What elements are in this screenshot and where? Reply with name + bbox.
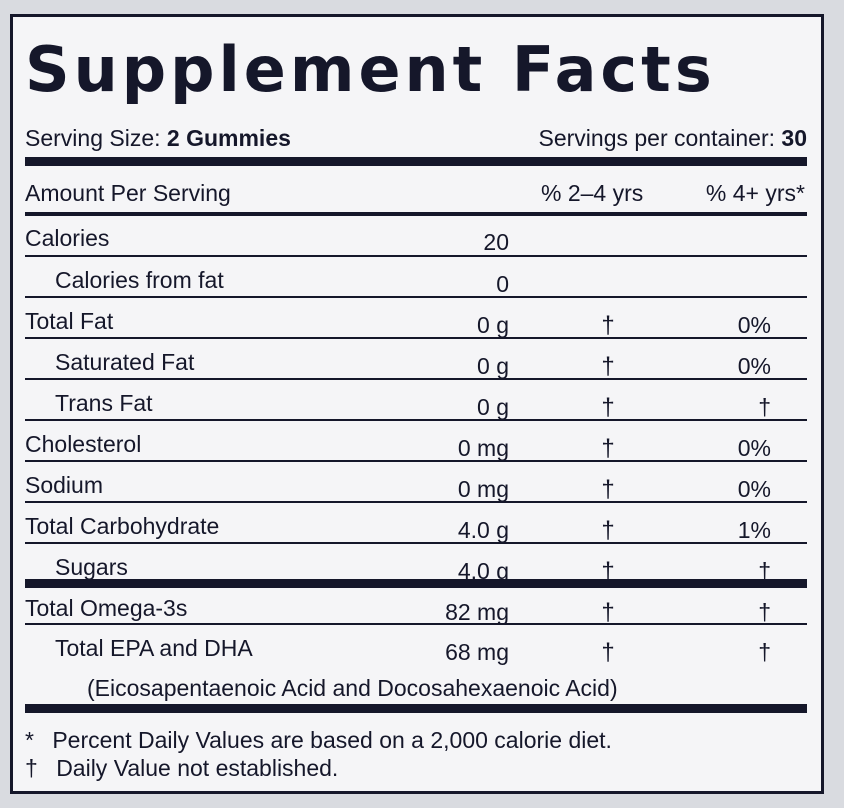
row-divider [25, 419, 807, 421]
dv-4-plus-yrs: 0% [737, 353, 771, 379]
panel-inner: Supplement Facts Serving Size: 2 Gummies… [25, 17, 807, 791]
dv-4-plus-yrs: † [758, 599, 771, 625]
nutrient-amount: 20 [483, 229, 509, 255]
dv-4-plus-yrs: † [758, 639, 771, 665]
dv-4-plus-yrs: 0% [737, 476, 771, 502]
nutrient-name: Sodium [25, 472, 103, 498]
dv-2-4-yrs: † [601, 435, 615, 462]
row-divider [25, 542, 807, 544]
footnote-star-symbol: * [25, 727, 34, 753]
nutrient-row-total-fat: Total Fat 0 g † 0% [25, 298, 807, 339]
nutrient-row-total-carbohydrate: Total Carbohydrate 4.0 g † 1% [25, 503, 807, 544]
serving-size-value: 2 Gummies [166, 125, 291, 151]
dv-2-4-yrs: † [601, 476, 615, 503]
nutrient-name: Trans Fat [55, 390, 153, 416]
nutrient-amount: 0 mg [457, 476, 509, 502]
dv-2-4-yrs: † [601, 353, 615, 380]
row-divider [25, 255, 807, 257]
divider-header [25, 212, 807, 216]
nutrient-name: Total Fat [25, 308, 114, 334]
panel-title: Supplement Facts [25, 33, 716, 106]
nutrient-amount: 4.0 g [457, 517, 509, 543]
divider-thick-middle [25, 579, 807, 588]
dv-2-4-yrs: † [601, 312, 615, 339]
nutrient-name: Calories [25, 225, 110, 251]
dv-4-plus-yrs-header: % 4+ yrs* [705, 180, 805, 206]
nutrient-amount: 0 g [477, 353, 509, 379]
nutrient-row-total-epa-dha: Total EPA and DHA 68 mg † † [25, 625, 807, 666]
nutrient-amount: 0 mg [457, 435, 509, 461]
amount-per-serving-header: Amount Per Serving [25, 180, 231, 206]
row-divider [25, 501, 807, 503]
footnote-daily-values: * Percent Daily Values are based on a 2,… [25, 727, 612, 754]
nutrient-name: Total EPA and DHA [55, 635, 253, 661]
dv-2-4-yrs-header: % 2–4 yrs [541, 180, 644, 206]
nutrient-name: Total Carbohydrate [25, 513, 220, 539]
nutrient-amount: 0 g [477, 394, 509, 420]
dv-4-plus-yrs: 1% [737, 517, 771, 543]
dv-4-plus-yrs: 0% [737, 435, 771, 461]
nutrient-row-total-omega-3s: Total Omega-3s 82 mg † † [25, 585, 807, 626]
nutrient-row-saturated-fat: Saturated Fat 0 g † 0% [25, 339, 807, 380]
nutrient-name: Total Omega-3s [25, 595, 188, 621]
divider-thick-top [25, 157, 807, 166]
nutrient-amount: 82 mg [445, 599, 509, 625]
nutrient-name: Saturated Fat [55, 349, 195, 375]
servings-per-container-label: Servings per container: [538, 125, 776, 151]
nutrient-row-trans-fat: Trans Fat 0 g † † [25, 380, 807, 421]
row-divider [25, 378, 807, 380]
footnote-dagger-symbol: † [25, 755, 38, 781]
divider-thick-bottom [25, 704, 807, 713]
epa-dha-full-name: (Eicosapentaenoic Acid and Docosahexaeno… [87, 675, 618, 701]
footnote-dagger-text: Daily Value not established. [56, 755, 339, 781]
nutrient-row-calories: Calories 20 [25, 215, 807, 255]
dv-2-4-yrs: † [601, 517, 615, 544]
nutrient-name: Sugars [55, 554, 128, 580]
dv-2-4-yrs: † [601, 394, 615, 421]
row-divider [25, 296, 807, 298]
serving-size-label: Serving Size: [25, 125, 161, 151]
dv-4-plus-yrs: † [758, 558, 771, 584]
row-divider [25, 623, 807, 625]
servings-per-container-value: 30 [781, 125, 807, 151]
supplement-facts-panel: Supplement Facts Serving Size: 2 Gummies… [10, 14, 824, 794]
nutrient-amount: 0 g [477, 312, 509, 338]
servings-per-container: Servings per container: 30 [539, 127, 808, 150]
footnote-not-established: † Daily Value not established. [25, 755, 338, 782]
dv-4-plus-yrs: † [758, 394, 771, 420]
nutrient-row-sugars: Sugars 4.0 g † † [25, 544, 807, 585]
nutrient-row-sodium: Sodium 0 mg † 0% [25, 462, 807, 503]
dv-2-4-yrs: † [601, 599, 615, 626]
nutrient-row-cholesterol: Cholesterol 0 mg † 0% [25, 421, 807, 462]
nutrient-amount: 68 mg [445, 639, 509, 665]
serving-size: Serving Size: 2 Gummies [25, 127, 291, 150]
nutrient-amount: 0 [496, 271, 509, 297]
dv-4-plus-yrs: 0% [737, 312, 771, 338]
footnote-star-text: Percent Daily Values are based on a 2,00… [52, 727, 612, 753]
dv-2-4-yrs: † [601, 558, 615, 585]
nutrient-row-calories-from-fat: Calories from fat 0 [25, 257, 807, 297]
nutrient-name: Calories from fat [55, 267, 224, 293]
dv-2-4-yrs: † [601, 639, 615, 666]
row-divider [25, 460, 807, 462]
nutrient-name: Cholesterol [25, 431, 142, 457]
row-divider [25, 337, 807, 339]
